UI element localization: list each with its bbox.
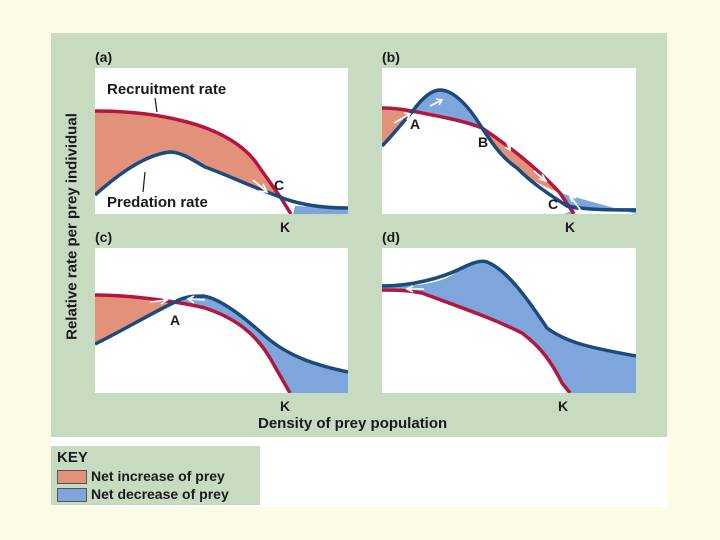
- panel-b-predation-curve: [382, 88, 636, 212]
- panel-a-leader-line-bottom: [142, 171, 146, 193]
- panel-a-point-c: C: [274, 177, 285, 193]
- panel-c-label: (c): [95, 229, 113, 245]
- panel-b-recruitment-curve: [382, 106, 576, 214]
- x-axis-label: Density of prey population: [258, 415, 448, 432]
- panel-c: A: [95, 248, 348, 393]
- panel-b-arrow-3: [503, 135, 511, 152]
- legend-key: KEY Net increase of prey Net decrease of…: [51, 446, 260, 505]
- panel-d-graph: [382, 259, 636, 393]
- panel-b-graph: [382, 88, 636, 214]
- panel-a-predation-curve: [95, 150, 348, 210]
- predation-rate-label: Predation rate: [107, 194, 208, 211]
- panel-a: Recruitment rate Predation rate C: [95, 68, 348, 214]
- panel-d-arrow: [405, 285, 424, 293]
- net-increase-label: Net increase of prey: [91, 468, 225, 484]
- panel-c-recruitment-curve: [95, 293, 292, 393]
- net-decrease-label: Net decrease of prey: [91, 486, 229, 502]
- panel-c-graph: [95, 293, 348, 393]
- panel-c-net-increase-area: [95, 295, 175, 344]
- panel-b-net-decrease-area-1: [412, 90, 482, 128]
- panel-b-point-c: C: [548, 196, 559, 212]
- panel-c-point-a: A: [170, 312, 181, 328]
- panel-a-k-label: K: [280, 219, 291, 235]
- panel-b-arrow-4: [533, 170, 548, 183]
- panel-d-net-decrease-area: [382, 261, 636, 393]
- panel-c-arrow-2: [186, 295, 206, 304]
- net-increase-swatch: [57, 470, 87, 484]
- panel-b-point-a: A: [410, 116, 421, 132]
- panel-b-k-label: K: [565, 219, 576, 235]
- panel-c-arrow-1: [149, 296, 169, 305]
- panel-d: [382, 248, 636, 393]
- panel-c-predation-curve: [95, 294, 348, 374]
- panel-a-label: (a): [95, 49, 113, 65]
- panel-b-point-b: B: [478, 134, 489, 150]
- panel-d-label: (d): [382, 229, 400, 245]
- panel-b-arrow-2: [429, 98, 444, 107]
- panel-b-arrow-5: [568, 194, 583, 213]
- panel-a-recruitment-curve: [95, 109, 293, 214]
- panel-b-arrow-1: [393, 112, 412, 124]
- panel-b: A B C: [382, 68, 636, 214]
- panel-a-net-increase-area: [95, 111, 281, 198]
- panel-c-k-label: K: [280, 398, 291, 414]
- panel-a-arrow: [252, 179, 269, 193]
- panel-a-graph: [95, 97, 348, 214]
- recruitment-rate-label: Recruitment rate: [107, 81, 227, 98]
- key-title: KEY: [57, 449, 88, 466]
- panel-b-label: (b): [382, 49, 400, 65]
- panel-d-predation-curve: [382, 259, 636, 358]
- panel-d-k-label: K: [558, 398, 569, 414]
- y-axis-label: Relative rate per prey individual: [63, 113, 81, 340]
- panel-a-net-decrease-area: [281, 198, 348, 214]
- panel-a-leader-line-top: [154, 97, 158, 113]
- panel-d-recruitment-curve: [382, 288, 572, 393]
- net-decrease-swatch: [57, 488, 87, 502]
